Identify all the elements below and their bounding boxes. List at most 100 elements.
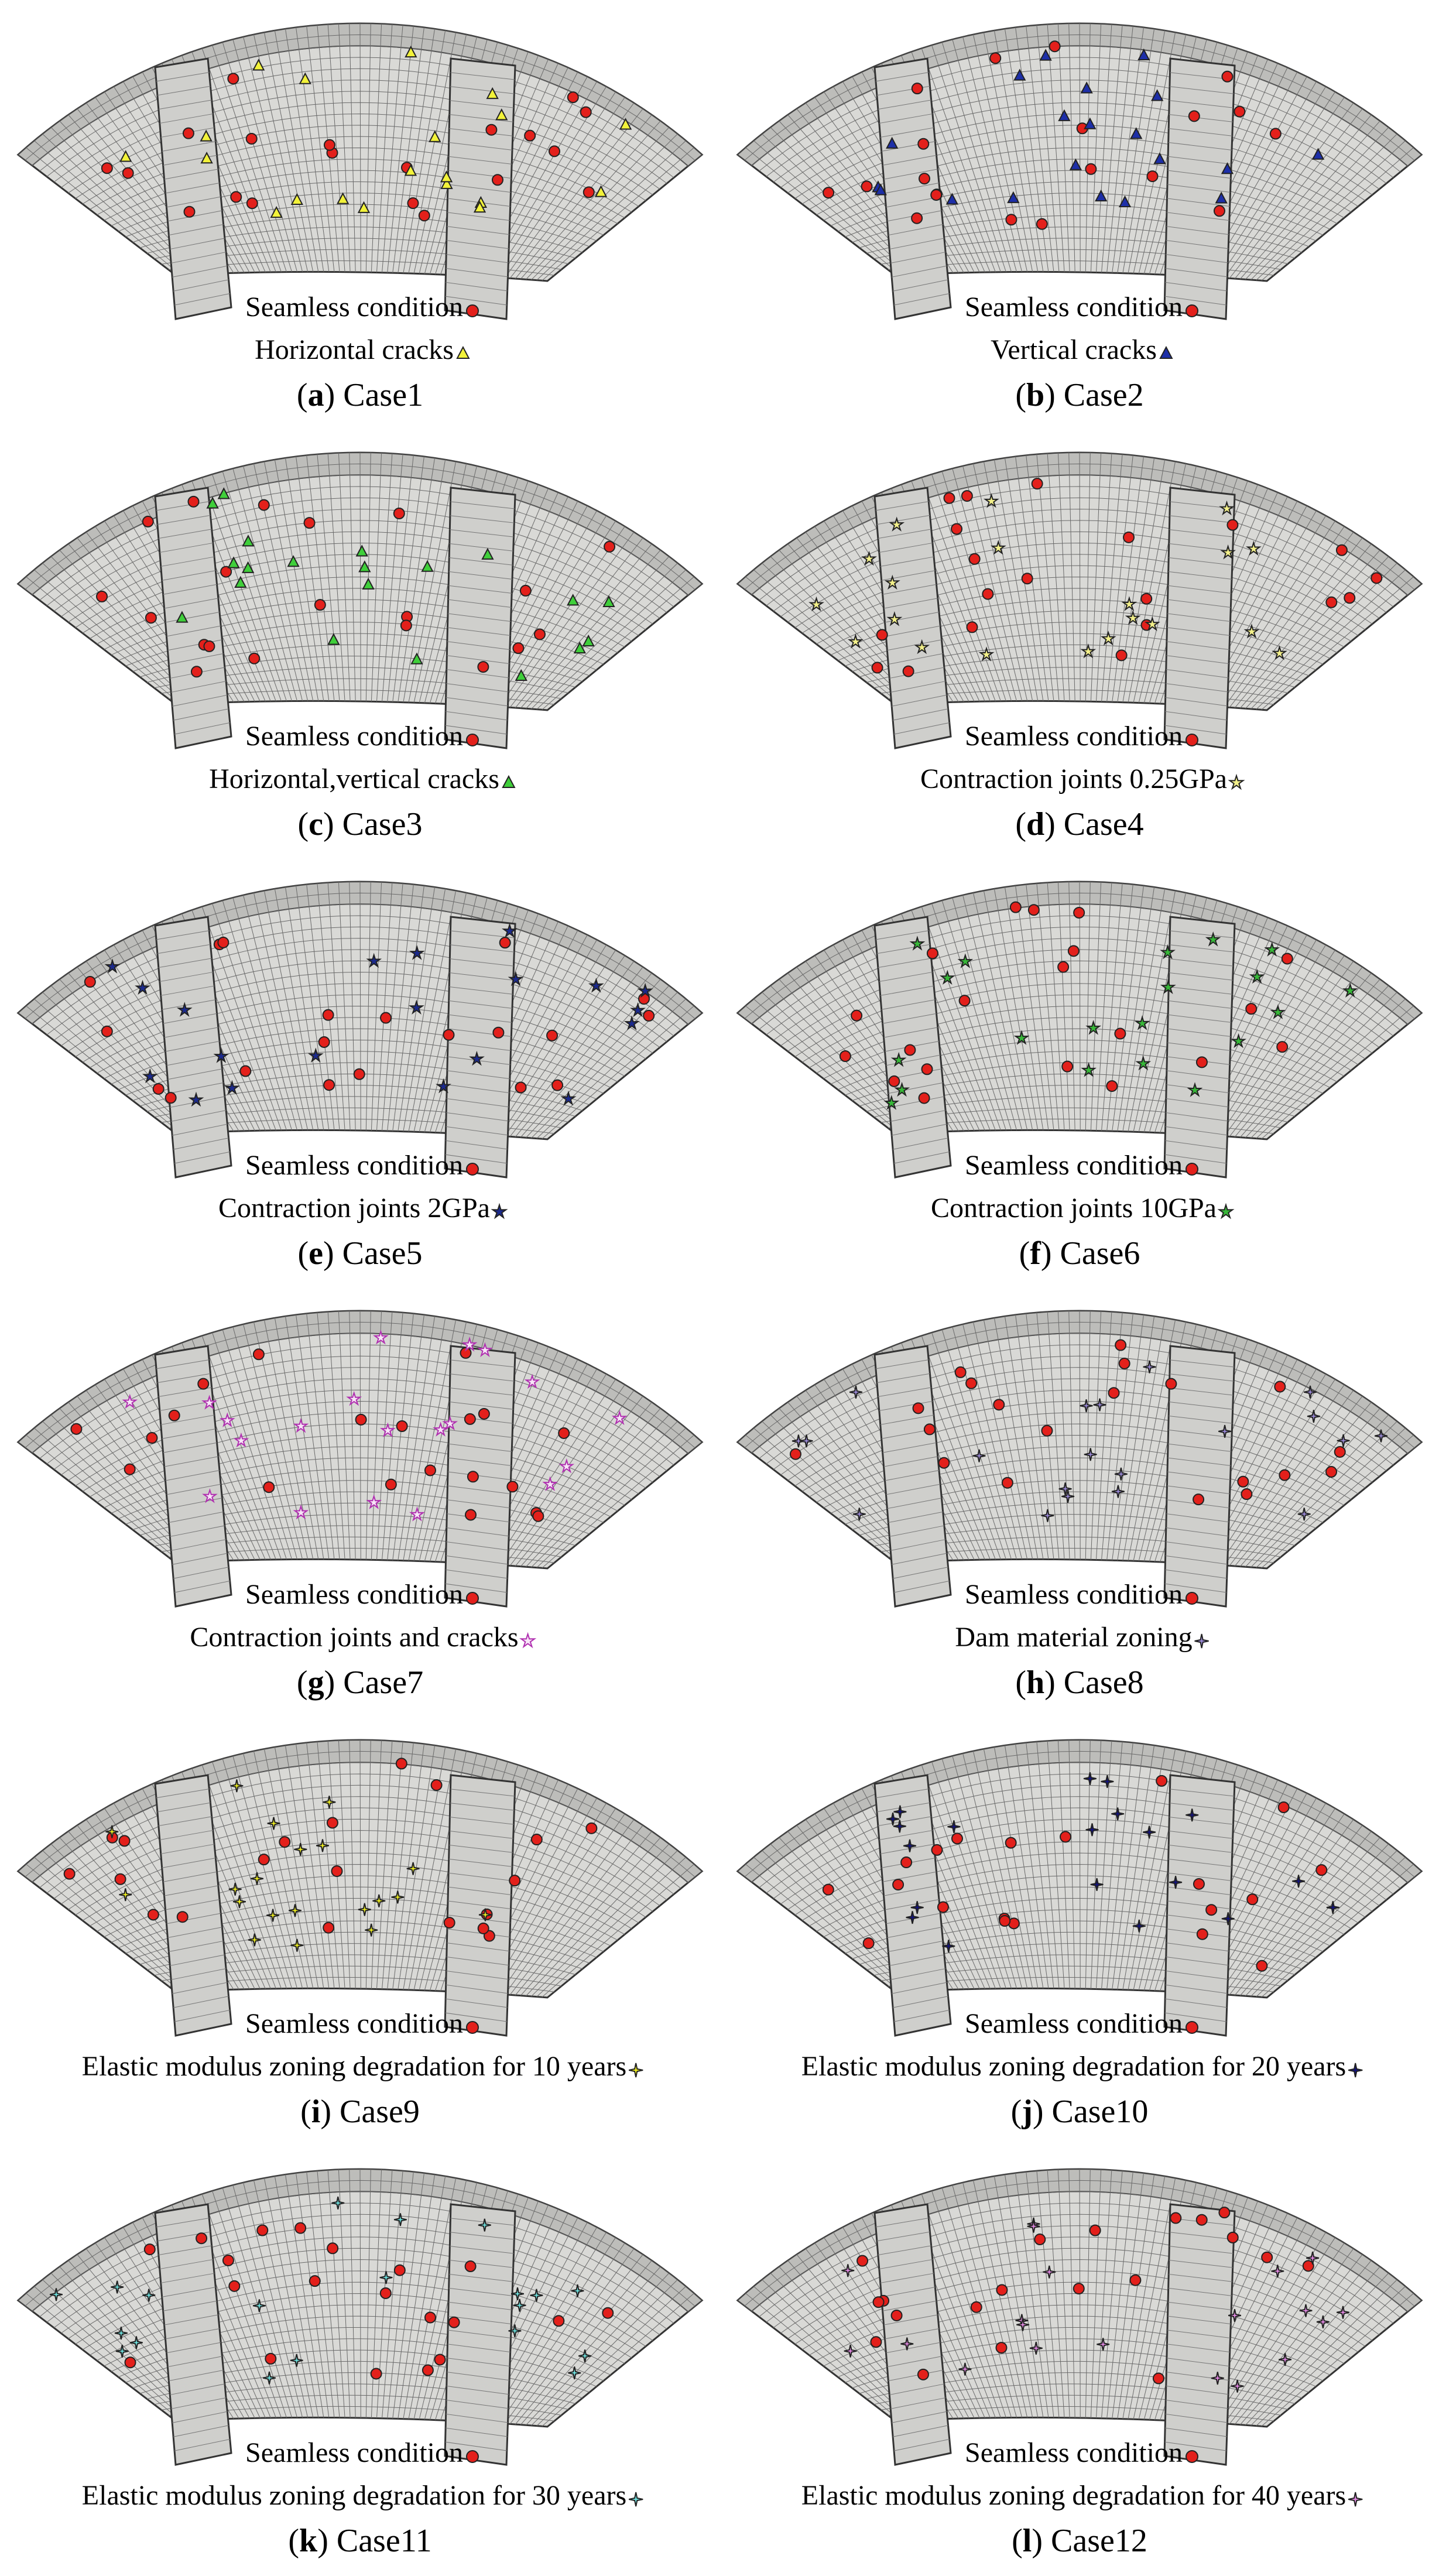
seamless-point xyxy=(323,139,335,151)
case-point xyxy=(206,496,219,509)
case-point xyxy=(372,1894,386,1907)
case-point xyxy=(886,136,899,149)
case-point xyxy=(294,1842,307,1856)
mesh-line xyxy=(1169,958,1234,967)
caption-bracket: ) xyxy=(324,377,335,413)
case-point xyxy=(942,1940,955,1953)
case-point xyxy=(619,118,632,130)
mesh-line xyxy=(167,1927,222,1938)
seamless-point xyxy=(604,540,616,553)
mesh-line xyxy=(448,599,512,608)
seamless-point xyxy=(1335,544,1348,556)
mesh-line xyxy=(759,486,1401,602)
mesh-line xyxy=(889,1096,944,1108)
caption-bracket: ) xyxy=(1044,377,1056,413)
mesh-line xyxy=(447,1471,511,1480)
buttress xyxy=(444,2203,516,2466)
mesh-line xyxy=(1165,711,1227,721)
mesh-line xyxy=(158,100,212,110)
mesh-line xyxy=(445,296,507,306)
mesh-line xyxy=(60,1807,660,1906)
mesh-line xyxy=(32,1333,688,1454)
mesh-line xyxy=(878,100,931,110)
mesh-line xyxy=(450,1789,515,1797)
caption-bracket: ) xyxy=(1044,1664,1056,1701)
seamless-point xyxy=(876,629,888,641)
mesh-line xyxy=(892,2411,947,2423)
case-point xyxy=(1326,1901,1339,1914)
seamless-point xyxy=(937,1901,949,1913)
mesh-line xyxy=(1167,599,1231,608)
mesh-line xyxy=(156,1789,210,1799)
case-point xyxy=(129,2336,143,2349)
mesh-line xyxy=(1167,1471,1231,1480)
mesh-line xyxy=(169,653,224,665)
mesh-line xyxy=(1164,296,1226,306)
mesh-line xyxy=(46,2214,674,2324)
seamless-point xyxy=(823,187,835,199)
mesh-line xyxy=(158,2245,212,2256)
mesh-line xyxy=(1170,930,1235,938)
case-point xyxy=(241,561,255,573)
mesh-line xyxy=(156,72,210,82)
case-point xyxy=(1090,1878,1104,1891)
caption-letter: a xyxy=(308,377,324,413)
mesh-line xyxy=(39,486,681,602)
case-point xyxy=(362,577,375,590)
case-point xyxy=(1297,1508,1311,1521)
mesh-line xyxy=(46,497,674,607)
mesh-line xyxy=(880,2273,934,2283)
mesh-line xyxy=(885,1470,940,1481)
mesh-line xyxy=(173,1138,229,1150)
case-point xyxy=(1160,944,1176,960)
case-point xyxy=(200,129,213,142)
mesh-line xyxy=(1165,282,1227,292)
mesh-line xyxy=(773,2225,1387,2330)
mesh-line xyxy=(448,1443,512,1452)
mesh-line xyxy=(163,1442,217,1453)
mesh-line xyxy=(890,1539,946,1551)
seamless-point xyxy=(1195,2214,1208,2226)
legend-marker xyxy=(502,775,516,788)
case-point xyxy=(288,1904,302,1917)
case-point xyxy=(914,639,930,655)
seamless-point xyxy=(464,2260,477,2273)
case-point xyxy=(1220,544,1236,560)
case-point xyxy=(410,652,423,664)
mesh-line xyxy=(166,1913,221,1924)
seamless-point xyxy=(888,1075,900,1087)
mesh-line xyxy=(1166,240,1229,249)
case-point xyxy=(219,1412,235,1427)
caption-bracket: ( xyxy=(1015,1664,1026,1701)
case-point xyxy=(1027,2219,1040,2233)
case-point xyxy=(582,634,595,647)
seamless-point xyxy=(1256,1960,1268,1972)
case-point xyxy=(119,150,132,162)
legend-text: Seamless condition xyxy=(245,2008,463,2039)
seamless-point xyxy=(982,588,994,600)
case-point xyxy=(588,978,604,993)
case-point xyxy=(542,1476,559,1491)
seamless-point xyxy=(911,83,923,95)
case-point xyxy=(852,1508,866,1521)
case-point xyxy=(323,1796,336,1809)
seamless-point xyxy=(1073,2283,1085,2295)
panel: Seamless condition Horizontal cracks (a) Ca… xyxy=(16,22,704,413)
mesh-line xyxy=(449,1844,513,1853)
case-point xyxy=(1160,979,1176,995)
mesh-line xyxy=(1164,2441,1226,2451)
seamless-point xyxy=(512,642,525,655)
case-point xyxy=(1218,1424,1232,1438)
mesh-line xyxy=(172,1982,228,1994)
seamless-point xyxy=(1371,572,1383,584)
mesh-line xyxy=(164,1456,218,1467)
case-point xyxy=(903,1839,917,1852)
mesh-line xyxy=(68,960,653,1054)
legend-marker xyxy=(1185,734,1198,746)
mesh-line xyxy=(46,1355,674,1465)
seamless-point xyxy=(871,662,883,674)
case-point xyxy=(1095,189,1108,201)
mesh-line xyxy=(172,265,228,278)
seamless-point xyxy=(1085,163,1097,175)
mesh-line xyxy=(447,184,511,193)
